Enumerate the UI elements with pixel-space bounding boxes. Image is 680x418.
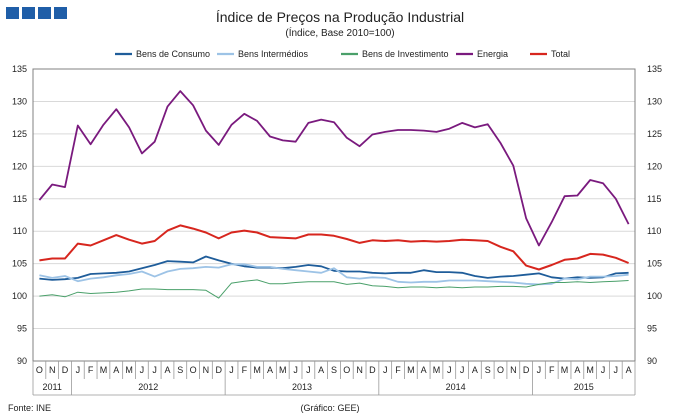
y-tick-label-right: 95 [647, 324, 657, 334]
x-tick-label: F [395, 365, 401, 375]
series-line [39, 279, 629, 299]
x-tick-label: J [152, 365, 157, 375]
legend-label: Bens de Investimento [362, 49, 449, 59]
series-line [39, 255, 629, 281]
y-tick-label-right: 110 [647, 226, 661, 236]
y-tick-label-right: 120 [647, 161, 662, 171]
y-tick-label-right: 90 [647, 356, 657, 366]
x-tick-label: M [561, 365, 569, 375]
year-label: 2014 [446, 382, 466, 392]
x-tick-label: J [601, 365, 606, 375]
x-tick-label: J [140, 365, 145, 375]
x-tick-label: D [62, 365, 69, 375]
y-tick-label-left: 125 [12, 129, 27, 139]
legend: Bens de Consumo Bens Intermédios Bens de I… [115, 49, 570, 59]
x-tick-label: N [203, 365, 210, 375]
y-tick-label-right: 115 [647, 194, 661, 204]
x-tick-label: F [242, 365, 248, 375]
x-tick-label: M [407, 365, 415, 375]
x-tick-label: J [229, 365, 234, 375]
source-note: Fonte: INE [8, 403, 51, 413]
ine-logo [6, 7, 67, 19]
x-tick-label: A [472, 365, 478, 375]
year-label: 2015 [574, 382, 594, 392]
series-group [38, 90, 630, 299]
x-tick-label: M [253, 365, 261, 375]
logo-square [38, 7, 51, 19]
logo-square [54, 7, 67, 19]
x-tick-label: D [369, 365, 376, 375]
x-tick-label: N [510, 365, 517, 375]
x-tick-label: A [318, 365, 324, 375]
x-tick-label: S [177, 365, 183, 375]
y-tick-label-right: 135 [647, 64, 662, 74]
chart-title: Índice de Preços na Produção Industrial [216, 9, 464, 25]
y-tick-label-left: 130 [12, 96, 27, 106]
x-tick-label: M [433, 365, 441, 375]
x-tick-label: A [164, 365, 170, 375]
x-tick-label: J [460, 365, 465, 375]
plot-frame [32, 68, 636, 362]
y-tick-label-left: 135 [12, 64, 27, 74]
legend-label: Energia [477, 49, 508, 59]
axes: 90 90 95 95 100 100 105 105 110 110 115 115 120 120 12… [12, 64, 662, 396]
x-tick-label: N [356, 365, 363, 375]
legend-label: Total [551, 49, 570, 59]
y-tick-label-left: 110 [13, 226, 27, 236]
x-tick-label: F [88, 365, 94, 375]
x-tick-label: O [497, 365, 504, 375]
x-tick-label: J [76, 365, 81, 375]
series-line [39, 224, 629, 271]
y-tick-label-left: 100 [12, 291, 27, 301]
y-tick-label-left: 105 [12, 259, 27, 269]
x-tick-label: D [523, 365, 530, 375]
logo-square [6, 7, 19, 19]
series-line [39, 263, 629, 286]
logo-square [22, 7, 35, 19]
x-tick-label: O [190, 365, 197, 375]
y-tick-label-right: 105 [647, 259, 662, 269]
x-tick-label: S [485, 365, 491, 375]
legend-label: Bens Intermédios [238, 49, 309, 59]
x-tick-label: A [267, 365, 273, 375]
series-line [38, 90, 630, 247]
x-tick-label: M [279, 365, 287, 375]
x-tick-label: J [614, 365, 619, 375]
x-tick-label: J [447, 365, 452, 375]
x-tick-label: N [49, 365, 56, 375]
x-tick-label: M [586, 365, 594, 375]
chart-subtitle: (Índice, Base 2010=100) [285, 26, 394, 39]
x-tick-label: A [626, 365, 632, 375]
y-tick-label-left: 95 [17, 324, 27, 334]
y-tick-label-right: 130 [647, 96, 662, 106]
x-tick-label: J [537, 365, 542, 375]
x-tick-label: D [215, 365, 222, 375]
x-tick-label: O [36, 365, 43, 375]
y-tick-label-left: 90 [17, 356, 27, 366]
year-label: 2013 [292, 382, 312, 392]
x-tick-label: S [331, 365, 337, 375]
legend-label: Bens de Consumo [136, 49, 210, 59]
x-tick-label: F [549, 365, 555, 375]
x-tick-label: A [113, 365, 119, 375]
y-tick-label-left: 120 [12, 161, 27, 171]
year-label: 2011 [43, 382, 62, 392]
year-label: 2012 [138, 382, 158, 392]
x-tick-label: O [343, 365, 350, 375]
credit-note: (Gráfico: GEE) [300, 403, 359, 413]
grid [33, 68, 635, 362]
y-tick-label-right: 125 [647, 129, 662, 139]
x-tick-label: M [100, 365, 108, 375]
x-tick-label: J [383, 365, 388, 375]
x-tick-label: A [574, 365, 580, 375]
y-tick-label-right: 100 [647, 291, 662, 301]
x-tick-label: M [125, 365, 133, 375]
x-tick-label: A [421, 365, 427, 375]
x-tick-label: J [306, 365, 311, 375]
x-tick-label: J [293, 365, 298, 375]
y-tick-label-left: 115 [13, 194, 27, 204]
